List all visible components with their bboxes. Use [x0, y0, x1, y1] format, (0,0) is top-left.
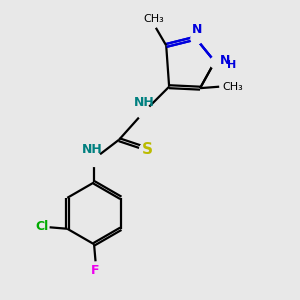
Text: N: N	[220, 54, 230, 67]
Text: Cl: Cl	[35, 220, 48, 233]
Text: NH: NH	[82, 143, 103, 157]
Text: CH₃: CH₃	[143, 14, 164, 24]
Text: F: F	[91, 264, 100, 277]
Text: H: H	[227, 60, 236, 70]
Text: N: N	[192, 23, 202, 36]
Text: NH: NH	[134, 96, 154, 110]
Text: S: S	[142, 142, 153, 158]
Text: CH₃: CH₃	[222, 82, 243, 92]
